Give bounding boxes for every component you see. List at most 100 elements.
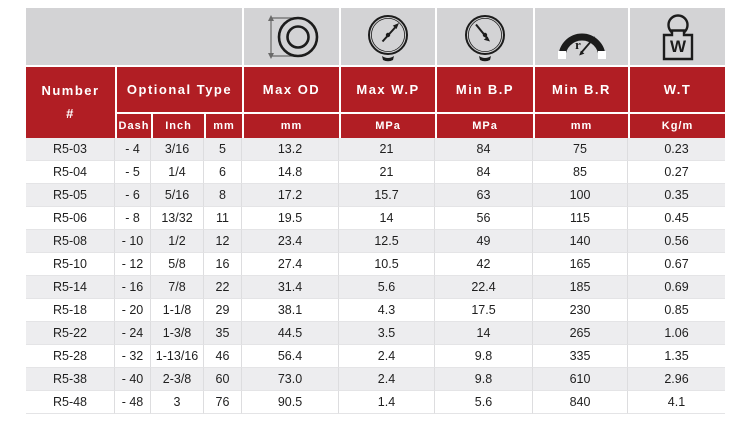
header-min-bp: Min B.P xyxy=(435,65,533,112)
cell-min-bp: 17.5 xyxy=(435,299,533,322)
cell-inch: 1-3/8 xyxy=(151,322,204,345)
cell-min-br: 265 xyxy=(533,322,628,345)
subheader-max-wp-unit: MPa xyxy=(339,112,435,138)
cell-wt: 2.96 xyxy=(628,368,725,391)
cell-min-br: 100 xyxy=(533,184,628,207)
header-number: Number # xyxy=(26,65,115,138)
cell-max-od: 73.0 xyxy=(242,368,339,391)
cell-dash: - 8 xyxy=(115,207,151,230)
bend-radius-letter: r xyxy=(575,37,581,52)
cell-dash: - 32 xyxy=(115,345,151,368)
cell-inch: 5/16 xyxy=(151,184,204,207)
cell-inch: 1-13/16 xyxy=(151,345,204,368)
cell-mm: 12 xyxy=(204,230,242,253)
cell-mm: 46 xyxy=(204,345,242,368)
cell-number: R5-04 xyxy=(26,161,115,184)
cell-max-wp: 2.4 xyxy=(339,345,435,368)
cell-min-bp: 84 xyxy=(435,161,533,184)
cell-mm: 29 xyxy=(204,299,242,322)
cell-min-br: 610 xyxy=(533,368,628,391)
subheader-mm: mm xyxy=(204,112,242,138)
cell-wt: 1.06 xyxy=(628,322,725,345)
cell-min-br: 185 xyxy=(533,276,628,299)
cell-dash: - 10 xyxy=(115,230,151,253)
cell-min-br: 335 xyxy=(533,345,628,368)
cell-dash: - 16 xyxy=(115,276,151,299)
cell-inch: 3 xyxy=(151,391,204,414)
cell-max-wp: 1.4 xyxy=(339,391,435,414)
cell-number: R5-28 xyxy=(26,345,115,368)
cell-dash: - 20 xyxy=(115,299,151,322)
cell-min-br: 230 xyxy=(533,299,628,322)
cell-max-wp: 2.4 xyxy=(339,368,435,391)
cell-max-od: 23.4 xyxy=(242,230,339,253)
cell-number: R5-03 xyxy=(26,138,115,161)
cell-inch: 2-3/8 xyxy=(151,368,204,391)
cell-min-bp: 14 xyxy=(435,322,533,345)
header-number-label: Number xyxy=(41,83,100,99)
cell-dash: - 5 xyxy=(115,161,151,184)
cell-mm: 76 xyxy=(204,391,242,414)
cell-inch: 1-1/8 xyxy=(151,299,204,322)
cell-min-bp: 9.8 xyxy=(435,345,533,368)
cell-wt: 0.23 xyxy=(628,138,725,161)
table-header: r W Number # Optional Type Max OD Max W.… xyxy=(26,8,725,138)
cell-max-wp: 15.7 xyxy=(339,184,435,207)
weight-icon-letter: W xyxy=(669,37,686,56)
cell-mm: 5 xyxy=(204,138,242,161)
cell-inch: 3/16 xyxy=(151,138,204,161)
cell-mm: 22 xyxy=(204,276,242,299)
cell-mm: 11 xyxy=(204,207,242,230)
cell-mm: 16 xyxy=(204,253,242,276)
working-pressure-gauge-icon xyxy=(339,8,435,65)
cell-min-br: 115 xyxy=(533,207,628,230)
spec-table: r W Number # Optional Type Max OD Max W.… xyxy=(26,8,725,414)
cell-inch: 5/8 xyxy=(151,253,204,276)
cell-number: R5-22 xyxy=(26,322,115,345)
subheader-inch: Inch xyxy=(151,112,204,138)
cell-wt: 0.27 xyxy=(628,161,725,184)
header-min-br: Min B.R xyxy=(533,65,628,112)
cell-number: R5-14 xyxy=(26,276,115,299)
cell-number: R5-06 xyxy=(26,207,115,230)
cell-min-br: 140 xyxy=(533,230,628,253)
cell-min-bp: 9.8 xyxy=(435,368,533,391)
cell-mm: 60 xyxy=(204,368,242,391)
cell-max-wp: 4.3 xyxy=(339,299,435,322)
cell-number: R5-48 xyxy=(26,391,115,414)
cell-wt: 0.35 xyxy=(628,184,725,207)
cell-mm: 6 xyxy=(204,161,242,184)
cell-dash: - 4 xyxy=(115,138,151,161)
cell-min-bp: 84 xyxy=(435,138,533,161)
cell-inch: 7/8 xyxy=(151,276,204,299)
subheader-max-od-unit: mm xyxy=(242,112,339,138)
burst-pressure-gauge-icon xyxy=(435,8,533,65)
cell-number: R5-08 xyxy=(26,230,115,253)
cell-mm: 35 xyxy=(204,322,242,345)
cell-wt: 4.1 xyxy=(628,391,725,414)
cell-number: R5-18 xyxy=(26,299,115,322)
subheader-dash: Dash xyxy=(115,112,151,138)
cell-inch: 1/4 xyxy=(151,161,204,184)
cell-min-br: 165 xyxy=(533,253,628,276)
cell-wt: 0.56 xyxy=(628,230,725,253)
cell-max-od: 19.5 xyxy=(242,207,339,230)
cell-max-od: 13.2 xyxy=(242,138,339,161)
cell-number: R5-38 xyxy=(26,368,115,391)
cell-max-od: 56.4 xyxy=(242,345,339,368)
weight-icon: W xyxy=(628,8,725,65)
header-max-od: Max OD xyxy=(242,65,339,112)
cell-min-br: 840 xyxy=(533,391,628,414)
subheader-wt-unit: Kg/m xyxy=(628,112,725,138)
cell-max-od: 31.4 xyxy=(242,276,339,299)
cell-dash: - 40 xyxy=(115,368,151,391)
cell-dash: - 6 xyxy=(115,184,151,207)
cell-max-od: 44.5 xyxy=(242,322,339,345)
cell-max-wp: 21 xyxy=(339,138,435,161)
cell-min-br: 75 xyxy=(533,138,628,161)
table-body: R5-03 - 4 3/16 5 13.2 21 84 75 0.23 R5-0… xyxy=(26,138,725,414)
cell-max-wp: 10.5 xyxy=(339,253,435,276)
cell-mm: 8 xyxy=(204,184,242,207)
cell-dash: - 24 xyxy=(115,322,151,345)
cell-max-od: 27.4 xyxy=(242,253,339,276)
